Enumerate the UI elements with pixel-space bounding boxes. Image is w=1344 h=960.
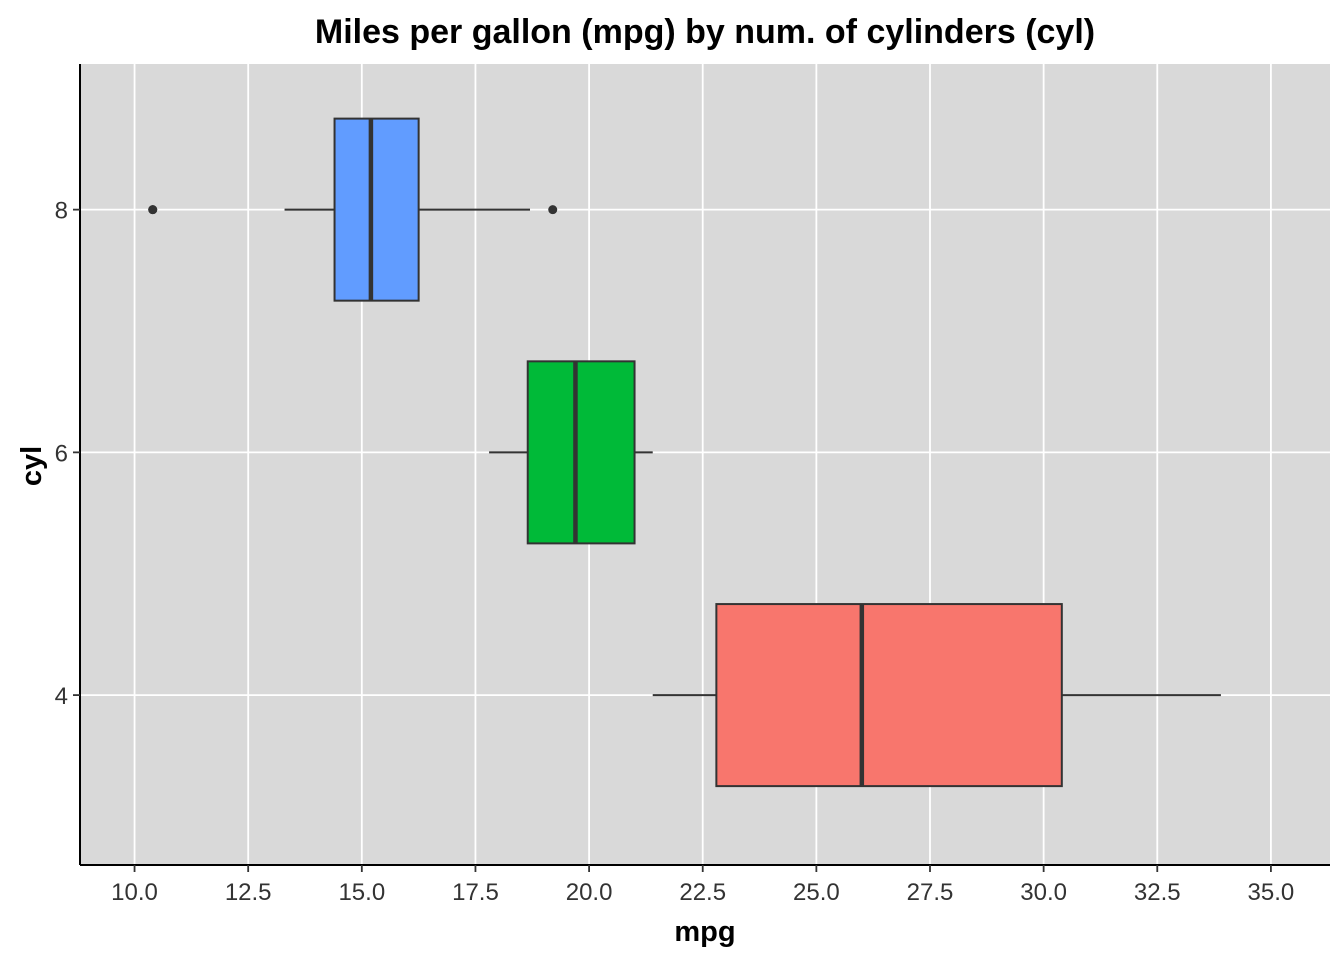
- y-tick-label-1: 6: [55, 440, 68, 467]
- y-tick-label-0: 4: [55, 683, 68, 710]
- chart-title: Miles per gallon (mpg) by num. of cylind…: [315, 13, 1095, 51]
- outlier-point-cyl-8-1: [148, 205, 158, 215]
- outlier-point-cyl-8-2: [548, 205, 558, 215]
- x-tick-label-0: 10.0: [111, 879, 158, 906]
- x-tick-label-3: 17.5: [452, 879, 499, 906]
- box-body-cyl-8: [333, 117, 420, 302]
- tick-labels: 10.0 12.5 15.0 17.5 20.0 22.5 25.0 27.5 30.0 32.5…: [55, 198, 1295, 906]
- x-tick-label-5: 22.5: [679, 879, 726, 906]
- x-tick-label-10: 35.0: [1248, 879, 1295, 906]
- box-cyl-8: [148, 117, 558, 302]
- box-body-cyl-6: [526, 360, 636, 545]
- x-tick-label-9: 32.5: [1134, 879, 1181, 906]
- x-tick-label-6: 25.0: [793, 879, 840, 906]
- x-tick-label-8: 30.0: [1020, 879, 1067, 906]
- x-tick-label-4: 20.0: [566, 879, 613, 906]
- axes: [73, 64, 1330, 872]
- box-series: [148, 117, 1221, 788]
- x-tick-label-1: 12.5: [225, 879, 272, 906]
- y-axis-title: cyl: [16, 446, 48, 486]
- box-body-cyl-4: [715, 603, 1063, 788]
- x-tick-label-7: 27.5: [907, 879, 954, 906]
- box-cyl-6: [489, 360, 653, 545]
- x-tick-label-2: 15.0: [338, 879, 385, 906]
- x-axis-title: mpg: [674, 916, 735, 948]
- y-tick-label-2: 8: [55, 198, 68, 225]
- plot-panel: [80, 64, 1330, 865]
- box-cyl-4: [652, 603, 1221, 788]
